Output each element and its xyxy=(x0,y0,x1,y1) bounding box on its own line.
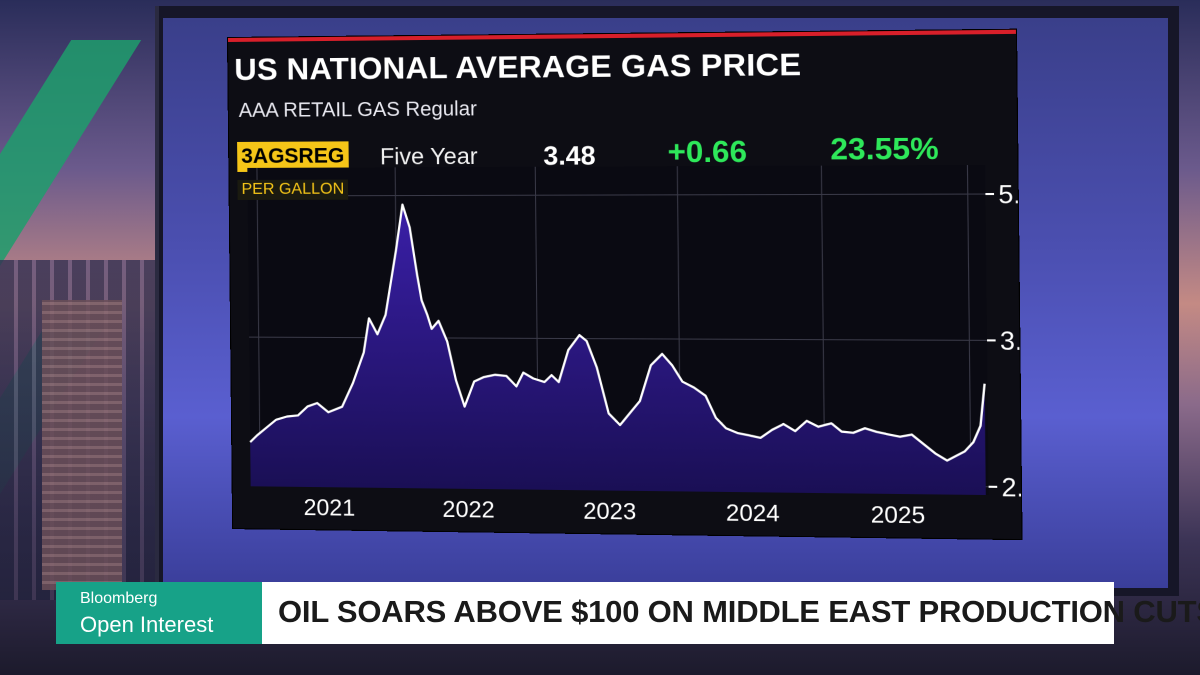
brand-box xyxy=(56,582,262,644)
y-tick-label: 3.85 xyxy=(1000,327,1022,356)
x-tick-label: 2024 xyxy=(726,499,780,526)
network-name: Bloomberg xyxy=(80,590,158,607)
y-tick-label: 5.10 xyxy=(998,180,1021,209)
x-tick-label: 2025 xyxy=(871,501,926,529)
show-name: Open Interest xyxy=(80,612,214,637)
x-tick-label: 2021 xyxy=(303,494,355,521)
chart-card: US NATIONAL AVERAGE GAS PRICE AAA RETAIL… xyxy=(228,29,1022,540)
unit-label: PER GALLON xyxy=(237,179,349,200)
y-tick-label: 2.60 xyxy=(1001,473,1021,503)
skyscraper xyxy=(42,300,122,590)
headline-box xyxy=(262,582,1114,644)
headline: OIL SOARS ABOVE $100 ON MIDDLE EAST PROD… xyxy=(278,594,1200,629)
x-tick-label: 2023 xyxy=(583,497,636,524)
price-chart: 5.10 3.85 2.60 2021 2022 2023 2024 2025 xyxy=(228,30,1022,529)
x-tick-label: 2022 xyxy=(442,496,495,523)
